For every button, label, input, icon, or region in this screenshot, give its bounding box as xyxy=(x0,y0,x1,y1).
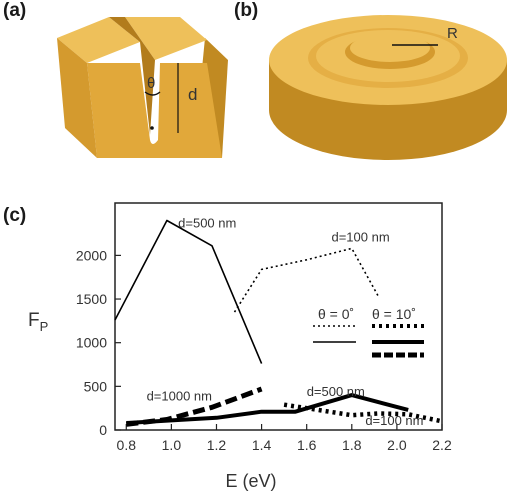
series-line-thin-dotted xyxy=(233,247,380,313)
curve-annotation: d=500 nm xyxy=(307,384,365,399)
curve-annotation: d=500 nm xyxy=(178,215,236,230)
legend-header-theta-0: θ = 0˚ xyxy=(318,306,354,322)
y-axis-label: FP xyxy=(28,310,48,334)
curve-annotation: d=100 nm xyxy=(331,229,389,244)
radius-r-label: R xyxy=(447,25,458,42)
y-tick-label: 500 xyxy=(84,378,108,394)
y-tick-label: 1500 xyxy=(76,291,107,307)
x-tick-label: 1.0 xyxy=(162,437,182,453)
panel-label-a: (a) xyxy=(3,0,27,21)
plot-frame xyxy=(114,202,443,431)
curve-annotation: d=1000 nm xyxy=(147,388,212,403)
x-tick-label: 2.0 xyxy=(387,437,407,453)
x-tick-label: 1.8 xyxy=(342,437,362,453)
panel-label-b: (b) xyxy=(234,0,259,21)
curve-annotation: d=100 nm xyxy=(365,413,423,428)
x-tick-label: 2.2 xyxy=(432,437,452,453)
x-tick-label: 1.4 xyxy=(252,437,272,453)
depth-d-label: d xyxy=(188,85,197,104)
x-axis-label: E (eV) xyxy=(225,471,276,491)
x-tick-label: 1.2 xyxy=(207,437,227,453)
x-tick-label: 0.8 xyxy=(117,437,137,453)
legend-header-theta-10: θ = 10˚ xyxy=(372,306,416,322)
series-line-thick-solid xyxy=(126,393,409,425)
series-line-thick-dotted xyxy=(283,402,443,424)
v-groove-block xyxy=(57,17,228,158)
legend: θ = 0˚ θ = 10˚ xyxy=(313,306,424,358)
panel-label-c: (c) xyxy=(3,205,27,226)
y-tick-label: 0 xyxy=(99,422,107,438)
y-tick-label: 2000 xyxy=(76,247,107,263)
series-line-thin-solid xyxy=(114,219,263,364)
concentric-disc xyxy=(269,15,507,160)
angle-theta-label: θ xyxy=(147,75,155,92)
y-tick-label: 1000 xyxy=(76,335,107,351)
x-tick-label: 1.6 xyxy=(297,437,317,453)
